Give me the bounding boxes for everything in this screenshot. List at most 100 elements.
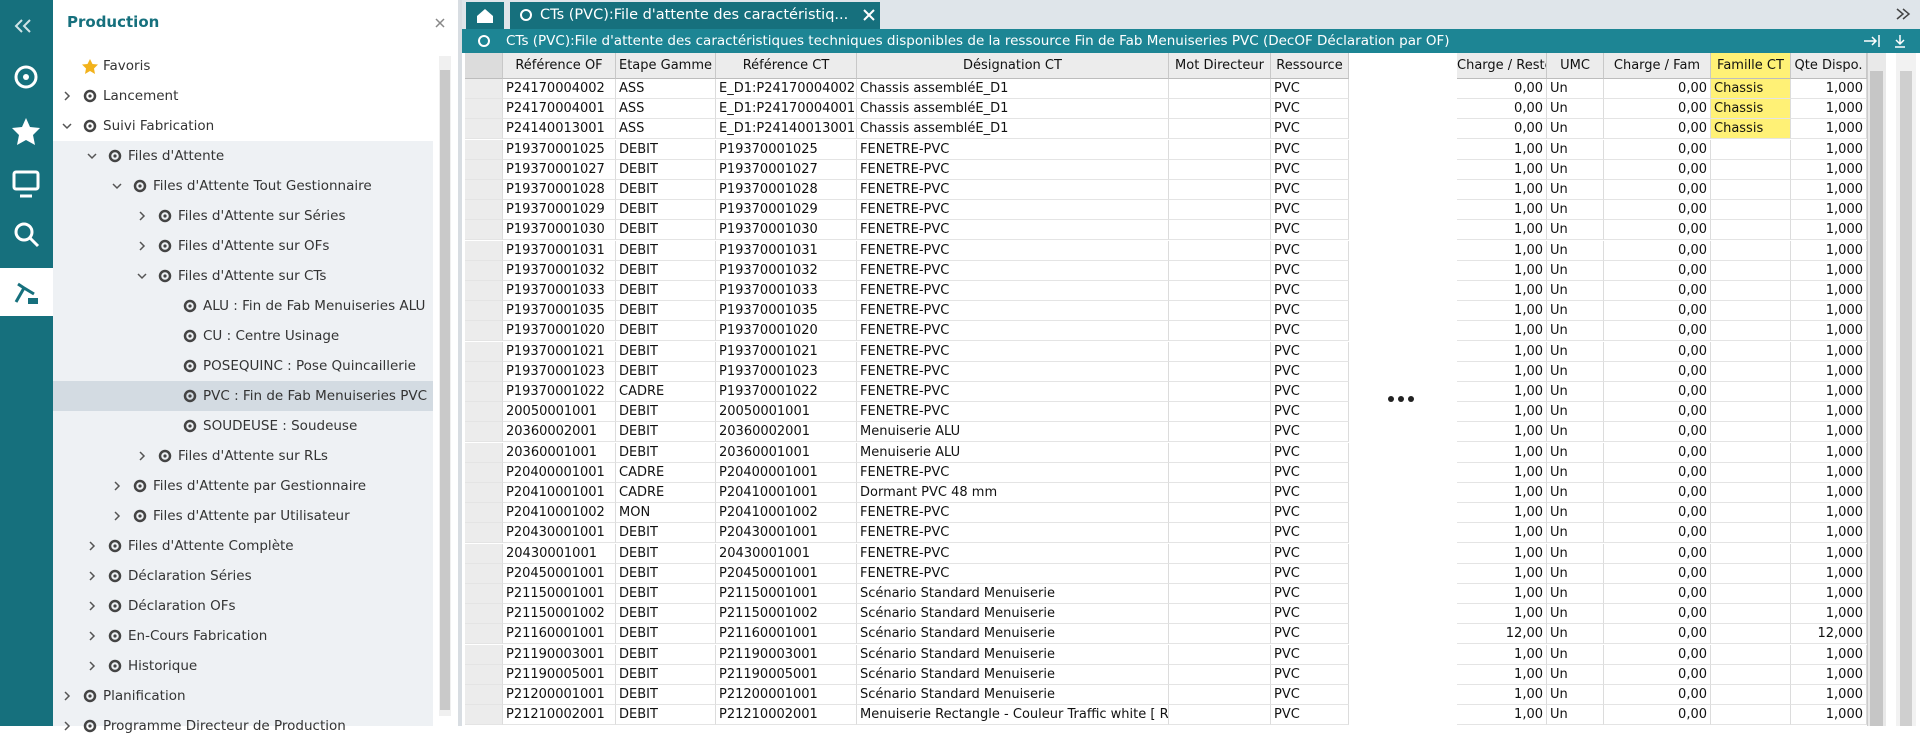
hidden-columns-indicator[interactable] <box>1386 394 1416 404</box>
star-icon[interactable] <box>12 118 40 145</box>
nav-item[interactable]: Files d'Attente Tout Gestionnaire <box>153 178 372 194</box>
nav-expander[interactable] <box>86 570 98 582</box>
more-tabs[interactable] <box>1894 6 1912 22</box>
row-header[interactable] <box>465 685 503 705</box>
screen-icon[interactable] <box>12 170 40 191</box>
column-header[interactable]: Qte Dispo. <box>1791 53 1867 79</box>
column-header[interactable]: Désignation CT <box>857 53 1169 79</box>
nav-item[interactable]: Files d'Attente sur OFs <box>178 238 330 254</box>
row-header[interactable] <box>465 240 503 261</box>
column-header[interactable]: Ressource <box>1271 53 1349 79</box>
column-header[interactable]: Référence OF <box>503 53 616 79</box>
nav-expander[interactable] <box>111 510 123 522</box>
row-header[interactable] <box>465 402 503 423</box>
row-header[interactable] <box>465 382 503 402</box>
nav-expander[interactable] <box>111 180 123 192</box>
column-header[interactable]: Mot Directeur <box>1169 53 1271 79</box>
nav-item[interactable]: Files d'Attente Complète <box>128 538 294 554</box>
column-header[interactable]: Référence CT <box>716 53 857 79</box>
row-header[interactable] <box>465 99 503 120</box>
row-header[interactable] <box>465 321 503 342</box>
nav-item[interactable]: Déclaration OFs <box>128 598 236 614</box>
nav-item[interactable]: Files d'Attente sur CTs <box>178 268 327 284</box>
column-header[interactable]: UMC <box>1547 53 1604 79</box>
row-header[interactable] <box>465 543 503 564</box>
panel-actions[interactable] <box>1862 33 1912 49</box>
nav-item[interactable]: POSEQUINC : Pose Quincaillerie <box>203 358 416 374</box>
row-header[interactable] <box>465 281 503 301</box>
nav-item[interactable]: Files d'Attente par Utilisateur <box>153 508 350 524</box>
nav-item[interactable]: CU : Centre Usinage <box>203 328 340 344</box>
splitter[interactable] <box>458 0 462 726</box>
row-header[interactable] <box>465 220 503 241</box>
row-header[interactable] <box>465 200 503 221</box>
row-header[interactable] <box>465 119 503 140</box>
row-header[interactable] <box>465 301 503 322</box>
row-header[interactable] <box>465 523 503 544</box>
nav-item[interactable]: Favoris <box>103 58 151 74</box>
row-header[interactable] <box>465 705 503 726</box>
row-header[interactable] <box>465 483 503 503</box>
nav-expander[interactable] <box>136 210 148 222</box>
row-header[interactable] <box>465 159 503 180</box>
close-tab[interactable] <box>862 8 876 22</box>
nav-item[interactable]: Files d'Attente sur Séries <box>178 208 346 224</box>
nav-item[interactable]: Suivi Fabrication <box>103 118 215 134</box>
robot-arm-icon[interactable] <box>14 282 35 303</box>
nav-expander[interactable] <box>61 720 73 732</box>
nav-item[interactable]: Planification <box>103 688 186 704</box>
row-header[interactable] <box>465 260 503 281</box>
row-header[interactable] <box>465 139 503 160</box>
outer-scroll-thumb[interactable] <box>1900 71 1912 726</box>
row-header[interactable] <box>465 341 503 362</box>
nav-expander[interactable] <box>111 480 123 492</box>
sidebar-scroll-thumb[interactable] <box>440 70 450 710</box>
nav-expander[interactable] <box>86 150 98 162</box>
active-tab[interactable]: CTs (PVC):File d'attente des caractérist… <box>510 2 880 29</box>
nav-expander[interactable] <box>86 540 98 552</box>
home-tab[interactable] <box>466 2 504 29</box>
nav-expander[interactable] <box>61 690 73 702</box>
nav-item[interactable]: PVC : Fin de Fab Menuiseries PVC <box>203 388 428 404</box>
wheel-icon[interactable] <box>14 65 38 89</box>
nav-item[interactable]: Programme Directeur de Production <box>103 718 346 734</box>
close-sidebar[interactable] <box>433 16 447 30</box>
nav-expander[interactable] <box>136 270 148 282</box>
row-header[interactable] <box>465 422 503 443</box>
nav-item[interactable]: Files d'Attente sur RLs <box>178 448 328 464</box>
nav-item[interactable]: Déclaration Séries <box>128 568 252 584</box>
collapse-icon[interactable] <box>14 19 31 33</box>
nav-expander[interactable] <box>86 660 98 672</box>
column-header[interactable]: Etape Gamme <box>616 53 716 79</box>
nav-expander[interactable] <box>61 120 73 132</box>
column-header[interactable]: Famille CT <box>1711 53 1791 79</box>
row-header[interactable] <box>465 180 503 200</box>
nav-item[interactable]: Historique <box>128 658 198 674</box>
column-header[interactable]: Charge / Reste <box>1457 53 1547 79</box>
row-header[interactable] <box>465 584 503 604</box>
nav-expander[interactable] <box>61 90 73 102</box>
row-header[interactable] <box>465 442 503 463</box>
row-header[interactable] <box>465 79 503 99</box>
nav-expander[interactable] <box>136 240 148 252</box>
row-header[interactable] <box>465 624 503 645</box>
nav-expander[interactable] <box>86 630 98 642</box>
nav-expander[interactable] <box>136 450 148 462</box>
nav-expander[interactable] <box>86 600 98 612</box>
search-icon[interactable] <box>14 222 34 242</box>
row-header[interactable] <box>465 644 503 665</box>
grid-scroll-thumb[interactable] <box>1870 71 1883 726</box>
row-header[interactable] <box>465 563 503 584</box>
nav-item[interactable]: Files d'Attente <box>128 148 225 164</box>
column-header[interactable]: Charge / Fam <box>1604 53 1711 79</box>
nav-item[interactable]: SOUDEUSE : Soudeuse <box>203 418 358 434</box>
row-header[interactable] <box>465 361 503 382</box>
nav-item[interactable]: ALU : Fin de Fab Menuiseries ALU <box>203 298 426 314</box>
row-header[interactable] <box>465 664 503 685</box>
nav-item[interactable]: Files d'Attente par Gestionnaire <box>153 478 367 494</box>
row-header[interactable] <box>465 604 503 625</box>
row-header[interactable] <box>465 462 503 483</box>
nav-item[interactable]: Lancement <box>103 88 179 104</box>
row-header[interactable] <box>465 503 503 524</box>
nav-item[interactable]: En-Cours Fabrication <box>128 628 268 644</box>
